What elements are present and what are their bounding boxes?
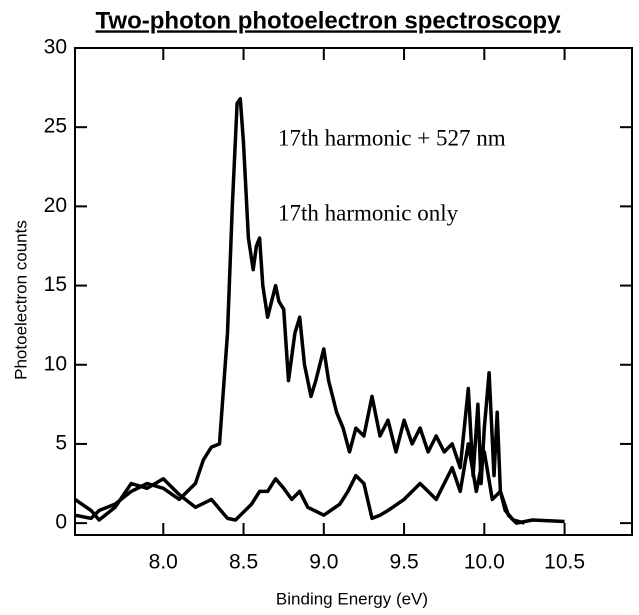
chart-title: Two-photon photoelectron spectroscopy — [96, 7, 562, 34]
x-tick-label: 9.0 — [309, 551, 338, 574]
y-tick-label: 15 — [44, 273, 67, 296]
x-tick-label: 8.0 — [149, 551, 178, 574]
x-tick-label: 8.5 — [229, 551, 258, 574]
legend-entry: 17th harmonic only — [278, 200, 459, 225]
plot-frame — [74, 47, 633, 536]
data-line — [74, 96, 525, 525]
x-axis-label: Binding Energy (eV) — [276, 589, 428, 608]
x-tick-label: 10.5 — [544, 551, 585, 574]
y-tick-label: 25 — [44, 115, 67, 138]
data-line — [74, 442, 565, 525]
legend-entry: 17th harmonic + 527 nm — [278, 125, 506, 150]
y-tick-label: 30 — [44, 36, 67, 59]
y-tick-label: 10 — [44, 352, 67, 375]
y-tick-label: 0 — [55, 511, 67, 534]
y-tick-label: 5 — [55, 431, 67, 454]
y-axis-label: Photoelectron counts — [11, 220, 30, 380]
x-tick-label: 10.0 — [464, 551, 505, 574]
y-tick-label: 20 — [44, 194, 67, 217]
x-tick-label: 9.5 — [389, 551, 418, 574]
